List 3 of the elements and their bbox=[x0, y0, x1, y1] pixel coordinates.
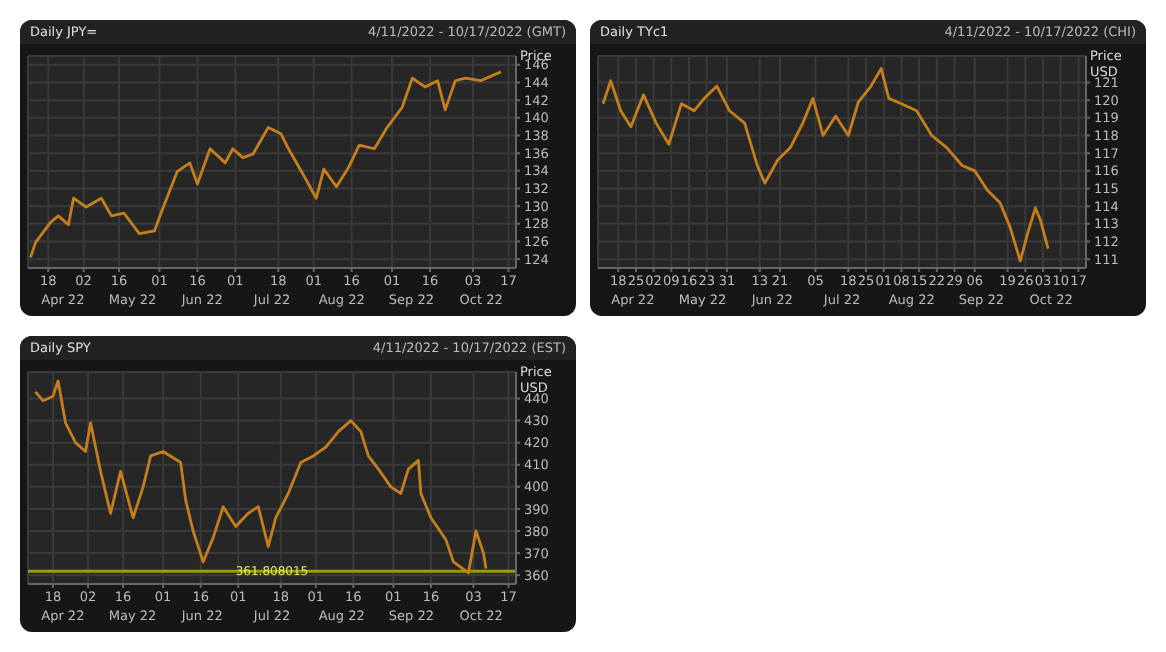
line-series bbox=[601, 66, 1050, 263]
line-series bbox=[29, 70, 503, 259]
line-series bbox=[34, 379, 488, 575]
